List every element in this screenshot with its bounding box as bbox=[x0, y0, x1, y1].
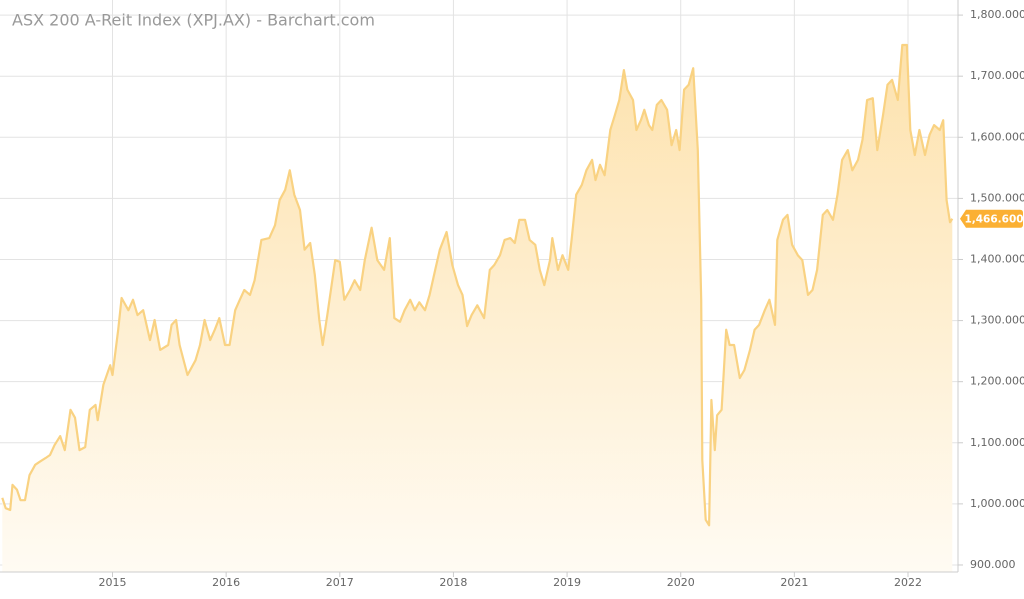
y-tick-label: 1,500.000 bbox=[970, 191, 1024, 204]
y-tick-label: 1,600.000 bbox=[970, 130, 1024, 143]
x-tick-label: 2019 bbox=[553, 576, 581, 589]
y-tick-label: 1,700.000 bbox=[970, 69, 1024, 82]
y-tick-label: 1,000.000 bbox=[970, 497, 1024, 510]
area-fill bbox=[2, 45, 953, 572]
price-tag-label: 1,466.600 bbox=[964, 213, 1023, 225]
x-tick-label: 2021 bbox=[780, 576, 808, 589]
x-tick-label: 2018 bbox=[439, 576, 467, 589]
y-tick-label: 1,100.000 bbox=[970, 436, 1024, 449]
y-tick-label: 1,400.000 bbox=[970, 252, 1024, 265]
y-tick-label: 900.000 bbox=[970, 558, 1016, 571]
y-tick-label: 1,800.000 bbox=[970, 8, 1024, 21]
price-tag bbox=[960, 209, 1023, 228]
x-tick-label: 2020 bbox=[667, 576, 695, 589]
x-tick-label: 2016 bbox=[212, 576, 240, 589]
y-tick-label: 1,200.000 bbox=[970, 375, 1024, 388]
price-line bbox=[1, 43, 954, 527]
chart-title: ASX 200 A-Reit Index (XPJ.AX) - Barchart… bbox=[12, 11, 375, 30]
y-tick-label: 1,300.000 bbox=[970, 314, 1024, 327]
x-tick-label: 2022 bbox=[894, 576, 922, 589]
x-tick-label: 2017 bbox=[326, 576, 354, 589]
x-tick-label: 2015 bbox=[99, 576, 127, 589]
